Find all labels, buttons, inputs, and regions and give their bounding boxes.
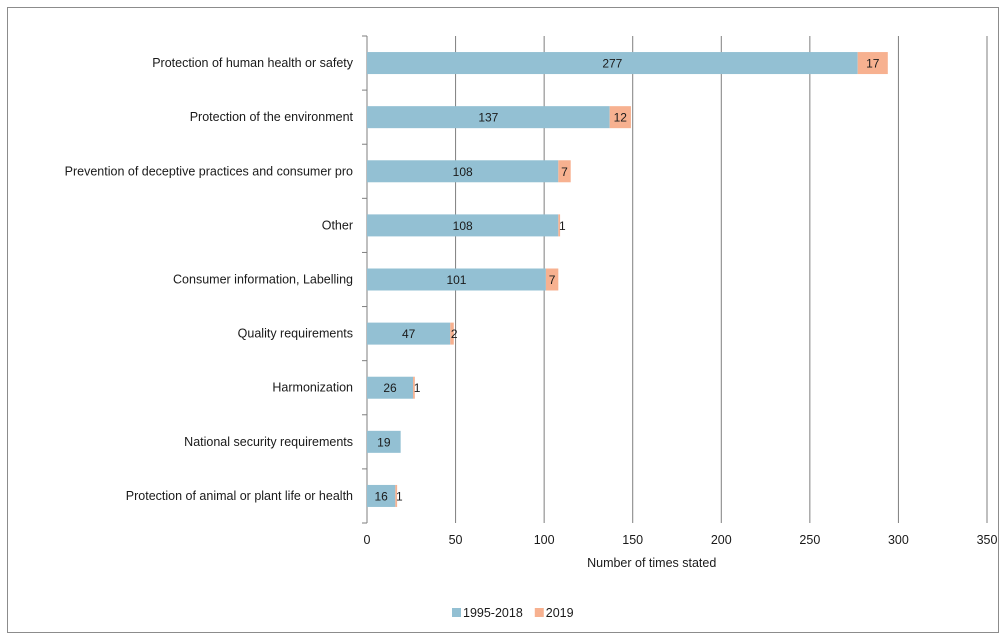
- data-label: 1: [414, 381, 421, 395]
- data-label: 1: [559, 219, 566, 233]
- legend-label: 1995-2018: [463, 606, 523, 620]
- x-tick-label: 300: [888, 533, 909, 547]
- data-label: 277: [602, 57, 622, 71]
- bar-segment-latest: [413, 376, 415, 399]
- x-tick-label: 100: [534, 533, 555, 547]
- category-label: National security requirements: [184, 435, 353, 449]
- bar-segment-latest: [857, 52, 888, 75]
- x-tick-label: 0: [364, 533, 371, 547]
- x-tick-label: 150: [622, 533, 643, 547]
- category-label: Other: [322, 218, 353, 232]
- data-label: 7: [549, 273, 556, 287]
- legend-swatch: [452, 608, 461, 617]
- data-label: 16: [374, 489, 388, 503]
- bar-segment-latest: [450, 322, 454, 345]
- category-label: Protection of the environment: [190, 110, 354, 124]
- category-label: Harmonization: [272, 381, 353, 395]
- category-label: Prevention of deceptive practices and co…: [65, 164, 353, 178]
- bar-segment-latest: [395, 484, 398, 507]
- category-label: Protection of animal or plant life or he…: [126, 489, 353, 503]
- bar-segment-base: [367, 430, 401, 453]
- data-label: 1: [396, 489, 403, 503]
- bar-segment-base: [367, 322, 451, 345]
- x-tick-label: 250: [799, 533, 820, 547]
- x-tick-label: 200: [711, 533, 732, 547]
- legend-label: 2019: [546, 606, 574, 620]
- category-label: Protection of human health or safety: [152, 56, 354, 70]
- bar-segment-base: [367, 376, 414, 399]
- category-label: Quality requirements: [238, 327, 353, 341]
- data-label: 2: [451, 327, 458, 341]
- bar-segment-base: [367, 52, 858, 75]
- bar-segment-base: [367, 214, 559, 237]
- bar-segment-base: [367, 160, 559, 183]
- category-label: Consumer information, Labelling: [173, 273, 353, 287]
- data-label: 101: [446, 273, 466, 287]
- data-label: 12: [614, 111, 628, 125]
- data-label: 108: [453, 165, 473, 179]
- data-label: 47: [402, 327, 416, 341]
- bar-segment-base: [367, 106, 610, 129]
- x-tick-label: 350: [977, 533, 998, 547]
- legend-swatch: [534, 608, 544, 617]
- data-label: 108: [453, 219, 473, 233]
- bar-segment-latest: [558, 214, 561, 237]
- data-label: 7: [561, 165, 568, 179]
- data-label: 19: [377, 435, 391, 449]
- data-label: 17: [866, 57, 880, 71]
- data-label: 26: [383, 381, 397, 395]
- x-tick-label: 50: [449, 533, 463, 547]
- bar-segment-base: [367, 268, 546, 291]
- bar-segment-latest: [609, 106, 631, 129]
- bar-segment-latest: [545, 268, 559, 291]
- x-axis-title: Number of times stated: [587, 556, 716, 570]
- bar-segment-base: [367, 484, 396, 507]
- data-label: 137: [478, 111, 498, 125]
- bar-segment-latest: [558, 160, 571, 183]
